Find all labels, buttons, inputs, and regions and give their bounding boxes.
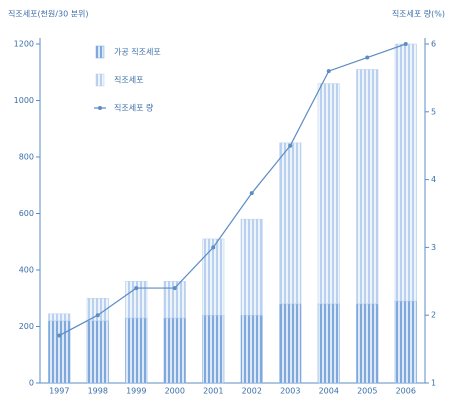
- line-marker: [365, 55, 370, 60]
- x-tick-label: 1998: [88, 387, 108, 396]
- x-tick-label: 1997: [49, 387, 69, 396]
- x-tick-label: 2002: [242, 387, 262, 396]
- bar: [240, 218, 263, 316]
- bar: [202, 314, 225, 384]
- legend-label: 가공 직조세포: [114, 47, 161, 57]
- y-axis-title: 직조세포(천원/30 분위): [8, 9, 89, 19]
- bar: [202, 238, 225, 316]
- y2-tick-label: 3: [431, 243, 436, 252]
- bar: [163, 317, 186, 384]
- bar: [356, 69, 379, 305]
- y-tick-label: 1000: [14, 96, 34, 105]
- bar: [394, 43, 417, 302]
- bar: [125, 317, 148, 384]
- y2-tick-label: 2: [431, 311, 436, 320]
- bar: [163, 281, 186, 319]
- legend-label: 직조세포 량: [114, 103, 154, 113]
- bar: [86, 298, 109, 322]
- legend-swatch: [95, 73, 105, 87]
- y2-tick-label: 5: [431, 107, 436, 116]
- y2-axis-title: 직조세포 량(%): [392, 9, 445, 19]
- x-tick-label: 2001: [203, 387, 223, 396]
- y-tick-label: 200: [19, 322, 34, 331]
- x-tick-label: 2004: [319, 387, 339, 396]
- y2-tick-label: 4: [431, 175, 436, 184]
- bar: [317, 83, 340, 305]
- bar: [279, 303, 302, 384]
- y-tick-label: 400: [19, 266, 34, 275]
- x-tick-label: 2000: [165, 387, 185, 396]
- x-tick-label: 1999: [126, 387, 146, 396]
- legend-label: 직조세포: [114, 75, 143, 85]
- line-marker: [134, 286, 139, 291]
- x-tick-label: 2003: [280, 387, 300, 396]
- x-tick-label: 2005: [357, 387, 377, 396]
- line: [58, 43, 406, 337]
- y2-tick-label: 6: [431, 40, 436, 49]
- y-tick-label: 1200: [14, 40, 34, 49]
- legend-swatch: [95, 45, 105, 59]
- bar: [356, 303, 379, 384]
- legend-swatch: [98, 106, 102, 110]
- line-marker: [57, 333, 62, 338]
- bar: [240, 314, 263, 384]
- y-tick-label: 0: [29, 379, 34, 388]
- bar: [125, 281, 148, 319]
- line-marker: [95, 313, 100, 318]
- y-tick-label: 600: [19, 209, 34, 218]
- line-marker: [249, 191, 254, 196]
- x-tick-label: 2006: [396, 387, 416, 396]
- line-marker: [288, 143, 293, 148]
- line-marker: [326, 69, 331, 74]
- line-marker: [172, 286, 177, 291]
- bar: [48, 320, 71, 384]
- bar: [279, 142, 302, 305]
- bar: [48, 313, 71, 322]
- y-tick-label: 800: [19, 153, 34, 162]
- bar: [394, 300, 417, 384]
- bar: [86, 320, 109, 384]
- bar: [317, 303, 340, 384]
- line-marker: [211, 245, 216, 250]
- line-marker: [403, 42, 408, 46]
- y2-tick-label: 1: [431, 379, 436, 388]
